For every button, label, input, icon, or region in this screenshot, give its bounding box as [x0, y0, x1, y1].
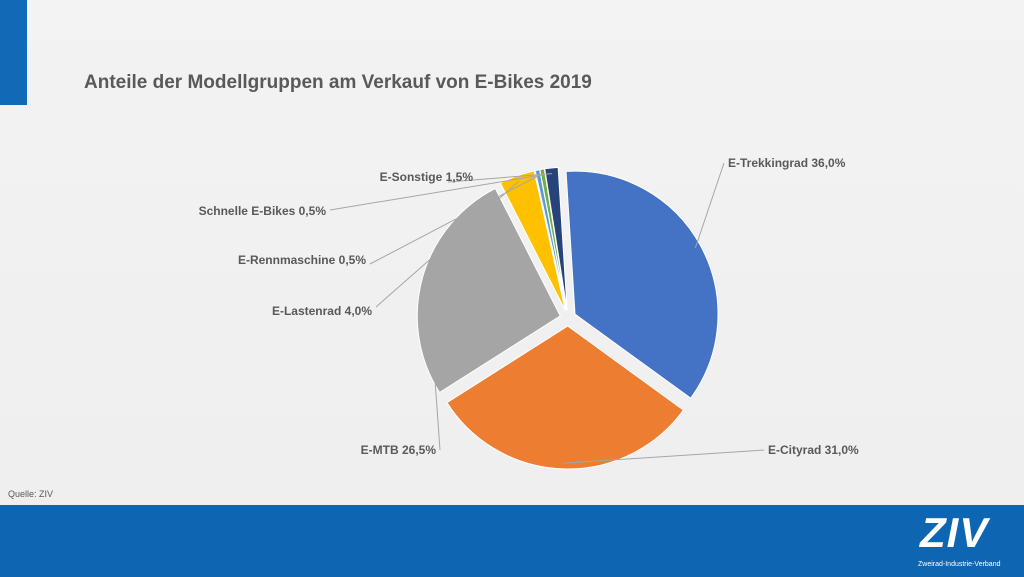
data-label-e-sonstige: E-Sonstige 1,5% [380, 170, 474, 184]
data-label-e-lastenrad: E-Lastenrad 4,0% [272, 304, 372, 318]
leader-line-e-cityrad [563, 449, 765, 464]
data-label-e-mtb: E-MTB 26,5% [361, 443, 437, 457]
accent-bar [0, 0, 27, 105]
leader-line-e-rennmaschine [369, 175, 539, 265]
pie-slices [416, 166, 719, 470]
pie-slice-e-cityrad [446, 325, 685, 470]
data-label-e-rennmaschine: E-Rennmaschine 0,5% [238, 253, 366, 267]
pie-slice-schnelle-e-bikes [539, 168, 568, 311]
leader-line-e-lastenrad [375, 180, 520, 308]
chart-title: Anteile der Modellgruppen am Verkauf von… [84, 72, 592, 93]
leader-line-e-trekkingrad [694, 162, 725, 249]
footer-bar [0, 505, 1024, 577]
ziv-logo-subtitle: Zweirad-Industrie-Verband [918, 561, 1001, 568]
source-note: Quelle: ZIV [8, 489, 54, 499]
leader-lines [329, 162, 765, 464]
data-label-e-cityrad: E-Cityrad 31,0% [768, 443, 859, 457]
pie-slice-e-sonstige [544, 166, 568, 311]
pie-slice-e-lastenrad [499, 170, 566, 311]
data-label-e-trekkingrad: E-Trekkingrad 36,0% [728, 156, 846, 170]
pie-chart: E-Trekkingrad 36,0% E-Cityrad 31,0% E-MTB … [199, 156, 859, 470]
leader-line-schnelle-e-bikes [329, 174, 544, 211]
data-labels: E-Trekkingrad 36,0% E-Cityrad 31,0% E-MTB … [199, 156, 859, 457]
data-label-schnelle-e-bikes: Schnelle E-Bikes 0,5% [199, 204, 327, 218]
pie-slice-e-trekkingrad [565, 170, 719, 399]
ziv-logo: ZIV [920, 509, 989, 556]
leader-line-e-mtb [427, 279, 441, 451]
leader-line-e-sonstige [447, 173, 553, 183]
